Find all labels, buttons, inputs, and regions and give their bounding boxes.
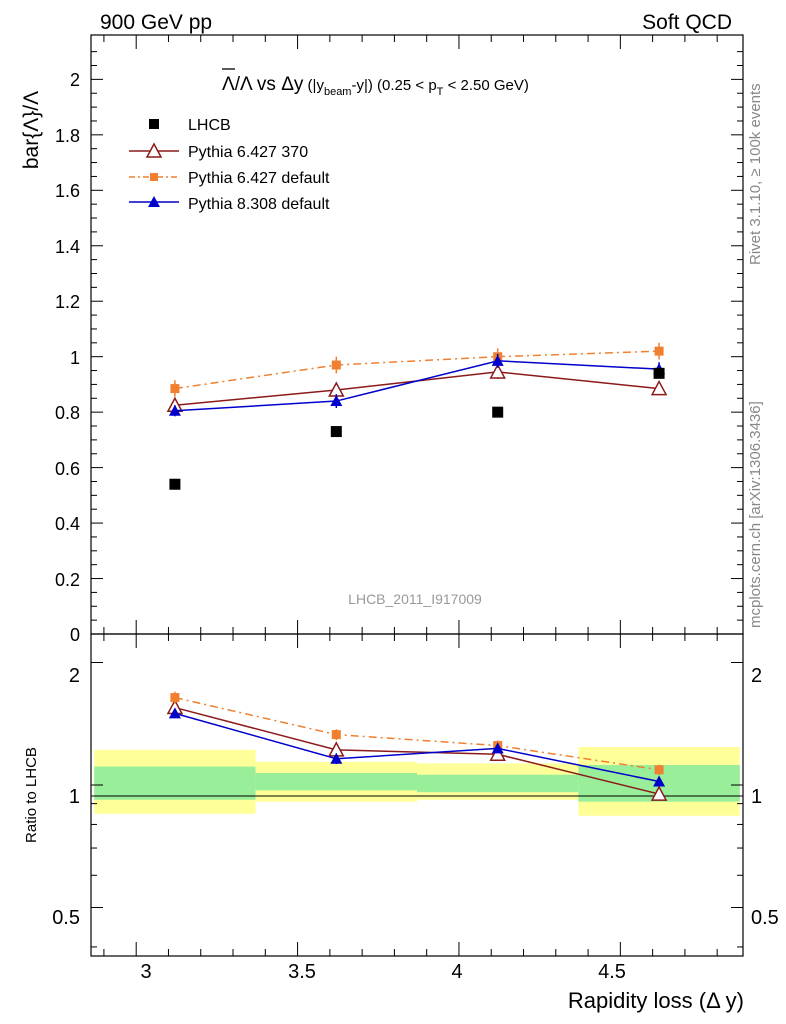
main-line-3 [174, 360, 660, 412]
y-tick-label: 1 [70, 348, 80, 368]
legend-marker-lhcb [149, 119, 159, 129]
ratio-tick-label-right: 1 [751, 786, 762, 808]
main-point-lhcb [653, 367, 665, 379]
title-t-subscript: T [437, 86, 444, 98]
ratio-point-pythia6-370 [650, 785, 668, 801]
legend-label-pythia6-default: Pythia 6.427 default [188, 170, 330, 187]
legend-marker-pythia6-370 [145, 142, 163, 158]
main-line-2 [174, 350, 660, 390]
ratio-line-2 [174, 696, 660, 771]
y-tick-label: 1.4 [55, 237, 80, 257]
title-paren-close: -y|) [351, 77, 372, 94]
main-point-pythia8 [168, 404, 181, 416]
main-point-pythia6-370 [650, 379, 668, 396]
ratio-line-3 [174, 712, 660, 783]
ratio-point-pythia8 [168, 707, 181, 719]
main-point-pythia6-370 [489, 363, 506, 379]
main-point-lhcb [330, 426, 342, 438]
ratio-point-pythia6-default [170, 693, 180, 703]
main-y-tick-labels: 0 0.2 0.4 0.6 0.8 1 1.2 1.4 1.6 1.8 2 [55, 70, 80, 645]
ratio-point-pythia8 [491, 742, 504, 754]
title-paren-open: (|y [303, 77, 324, 94]
band-inner [255, 773, 417, 791]
main-point-lhcb [492, 406, 504, 418]
ratio-point-pythia6-370 [489, 745, 506, 762]
x-tick-label: 3 [140, 961, 151, 983]
y-tick-label: 0 [70, 625, 80, 645]
ratio-y-axis-label: Ratio to LHCB [23, 747, 40, 843]
ratio-point-pythia8 [330, 752, 343, 764]
legend-label-pythia8: Pythia 8.308 default [188, 196, 330, 213]
axis-ticks [91, 35, 743, 956]
y-tick-label: 0.4 [55, 514, 80, 534]
ratio-point-pythia8 [653, 775, 666, 787]
ratio-tick-label-left: 2 [69, 665, 80, 687]
y-tick-label: 0.2 [55, 570, 80, 590]
title-delta: Δy [281, 74, 304, 95]
ratio-line-1 [174, 706, 660, 795]
ratio-point-pythia6-default [654, 765, 664, 775]
ratio-tick-label-left: 0.5 [52, 907, 80, 929]
x-tick-label: 4 [451, 961, 462, 983]
main-point-pythia8 [330, 395, 343, 407]
chart-title: Λ/Λ vs Δy (|ybeam-y|) (0.25 < pT < 2.50 … [222, 74, 529, 98]
x-tick-label: 3.5 [288, 961, 316, 983]
y-tick-label: 1.6 [55, 181, 80, 201]
legend-label-pythia6-370: Pythia 6.427 370 [188, 144, 308, 161]
x-tick-labels: 3 3.5 4 4.5 [140, 961, 625, 983]
band-inner [417, 774, 579, 793]
ratio-tick-label-right: 0.5 [751, 907, 779, 929]
y-tick-label: 2 [70, 70, 80, 90]
main-point-pythia6-default [170, 384, 180, 394]
ratio-series-group [166, 691, 668, 801]
rivet-label: Rivet 3.1.10, ≥ 100k events [747, 83, 764, 265]
ratio-uncertainty-bands [94, 746, 740, 816]
main-point-pythia8 [491, 354, 504, 366]
ratio-tick-label-left: 1 [69, 786, 80, 808]
ratio-point-pythia6-default [331, 730, 341, 740]
title-range-close: < 2.50 GeV) [443, 77, 528, 94]
main-point-lhcb [169, 478, 181, 490]
legend-label-lhcb: LHCB [188, 117, 231, 134]
main-point-pythia6-default [654, 346, 664, 356]
title-ratio: Λ/Λ [222, 74, 253, 95]
y-tick-label: 0.8 [55, 403, 80, 423]
x-tick-label: 4.5 [598, 961, 626, 983]
header-right: Soft QCD [642, 11, 732, 34]
main-line-1 [174, 371, 660, 406]
legend-marker-pythia8 [148, 196, 160, 207]
main-point-pythia6-default [331, 360, 341, 370]
x-axis-label: Rapidity loss (Δ y) [568, 988, 744, 1013]
y-tick-label: 1.2 [55, 292, 80, 312]
ratio-y-tick-labels: 0.5 1 2 0.5 1 2 [52, 665, 779, 929]
legend-marker-pythia6-default [150, 173, 158, 181]
title-vs: vs [252, 74, 282, 95]
band-inner [94, 766, 256, 800]
main-y-axis-label: bar{Λ}/Λ [20, 91, 43, 169]
title-beam-subscript: beam [324, 86, 352, 98]
ratio-tick-label-right: 2 [751, 665, 762, 687]
mcplots-label: mcplots.cern.ch [arXiv:1306.3436] [747, 401, 764, 628]
header-left: 900 GeV pp [100, 11, 212, 34]
title-range-open: (0.25 < p [373, 77, 437, 94]
analysis-id-label: LHCB_2011_I917009 [348, 591, 482, 607]
legend: LHCB Pythia 6.427 370 Pythia 6.427 defau… [129, 117, 330, 213]
ratio-plot-frame [90, 633, 744, 957]
main-series-group [166, 342, 668, 490]
y-tick-label: 1.8 [55, 126, 80, 146]
y-tick-label: 0.6 [55, 459, 80, 479]
